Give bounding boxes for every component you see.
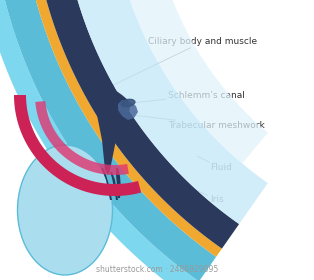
Polygon shape: [101, 168, 112, 200]
Polygon shape: [35, 101, 129, 175]
Polygon shape: [60, 0, 268, 224]
Polygon shape: [20, 0, 222, 257]
Polygon shape: [110, 172, 118, 200]
Text: Lens: Lens: [40, 210, 64, 220]
Polygon shape: [116, 168, 121, 198]
Polygon shape: [0, 0, 216, 280]
Polygon shape: [110, 0, 268, 164]
Ellipse shape: [18, 145, 112, 275]
Text: Trabecular meshwork: Trabecular meshwork: [135, 115, 265, 129]
Text: Iris: Iris: [187, 186, 224, 204]
Text: Schlemm’s canal: Schlemm’s canal: [134, 90, 245, 103]
Polygon shape: [118, 100, 138, 120]
Polygon shape: [0, 0, 199, 280]
Ellipse shape: [121, 99, 135, 107]
Text: Fluid: Fluid: [198, 156, 232, 172]
Polygon shape: [14, 95, 141, 196]
Text: shutterstock.com · 2486929095: shutterstock.com · 2486929095: [96, 265, 218, 274]
Polygon shape: [30, 0, 239, 249]
Text: Ciliary body and muscle: Ciliary body and muscle: [110, 38, 257, 87]
Polygon shape: [96, 85, 130, 175]
